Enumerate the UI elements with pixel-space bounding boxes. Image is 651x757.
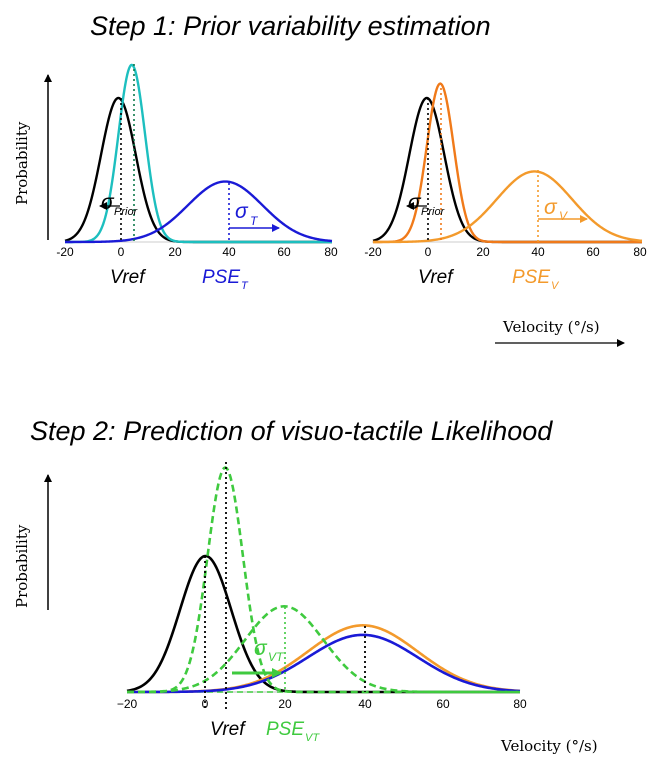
left-tick: 80: [324, 245, 338, 259]
step2-tick: 80: [513, 697, 527, 711]
step2-sigma-vt-symbol: σ: [254, 637, 268, 660]
left-ticks: -20 0 20 40 60 80: [56, 245, 338, 259]
step1-x-label: Velocity (°/s): [502, 318, 600, 336]
left-tactile-likelihood-curve: [65, 180, 333, 244]
step2-tick: 60: [436, 697, 450, 711]
step2-tick: 40: [358, 697, 372, 711]
left-tick: -20: [56, 245, 74, 259]
right-visual-reference-curve: [373, 82, 642, 244]
right-ticks: -20 0 20 40 60 80: [364, 245, 647, 259]
right-tick: 20: [476, 245, 490, 259]
right-sigma-prior-symbol: σ: [408, 191, 422, 214]
left-tactile-reference-curve: [65, 63, 332, 244]
left-pse-sub: T: [241, 280, 249, 292]
left-sigma-prior-symbol: σ: [101, 191, 115, 214]
step2-tick: −20: [117, 697, 138, 711]
right-sigma-v-sub: V: [559, 209, 568, 223]
step2-pse-label: PSE: [266, 719, 304, 740]
right-tick: 40: [531, 245, 545, 259]
step2-tick: 0: [202, 697, 209, 711]
left-sigma-t-symbol: σ: [235, 200, 249, 223]
step2-tick: 20: [278, 697, 292, 711]
step2-vref-label: Vref: [210, 719, 246, 740]
right-pse-sub: V: [551, 280, 560, 292]
left-tick: 20: [168, 245, 182, 259]
left-tick: 0: [118, 245, 125, 259]
right-sigma-prior-sub: Prior: [421, 206, 446, 218]
right-vref-label: Vref: [418, 267, 454, 288]
step2-visuo-tactile-reference-curve: [127, 466, 520, 694]
right-tick: -20: [364, 245, 382, 259]
left-tick: 60: [277, 245, 291, 259]
step2-pse-sub: VT: [305, 732, 320, 744]
step2-visuo-tactile-likelihood-curve: [127, 605, 520, 694]
right-sigma-v-symbol: σ: [544, 196, 558, 219]
left-sigma-prior-sub: Prior: [114, 206, 139, 218]
right-tick: 60: [586, 245, 600, 259]
right-pse-label: PSE: [512, 267, 550, 288]
step2-x-label: Velocity (°/s): [500, 737, 598, 755]
step2-ticks: −20 0 20 40 60 80: [117, 697, 527, 711]
right-tick: 80: [633, 245, 647, 259]
left-pse-label: PSE: [202, 267, 240, 288]
step1-left-panel: σ Prior σ T -20 0 20 40 60 80 Vref PSE T: [56, 63, 338, 292]
left-sigma-t-sub: T: [250, 214, 259, 228]
step1-right-panel: σ Prior σ V -20 0 20 40 60 80 Vref PSE V: [364, 82, 647, 292]
step1-y-label: Probability: [13, 121, 31, 205]
step2-panel: σ VT −20 0 20 40 60 80 Vref PSE VT: [117, 462, 527, 744]
left-vref-label: Vref: [110, 267, 146, 288]
right-tick: 0: [425, 245, 432, 259]
step2-y-label: Probability: [13, 524, 31, 608]
step1-title: Step 1: Prior variability estimation: [90, 11, 491, 41]
step2-tactile-likelihood-curve: [127, 633, 521, 694]
left-tick: 40: [222, 245, 236, 259]
step2-title: Step 2: Prediction of visuo-tactile Like…: [30, 416, 553, 446]
right-visual-likelihood-curve: [373, 170, 643, 244]
step2-sigma-vt-sub: VT: [268, 650, 285, 664]
step2-visual-likelihood-curve: [127, 624, 521, 694]
